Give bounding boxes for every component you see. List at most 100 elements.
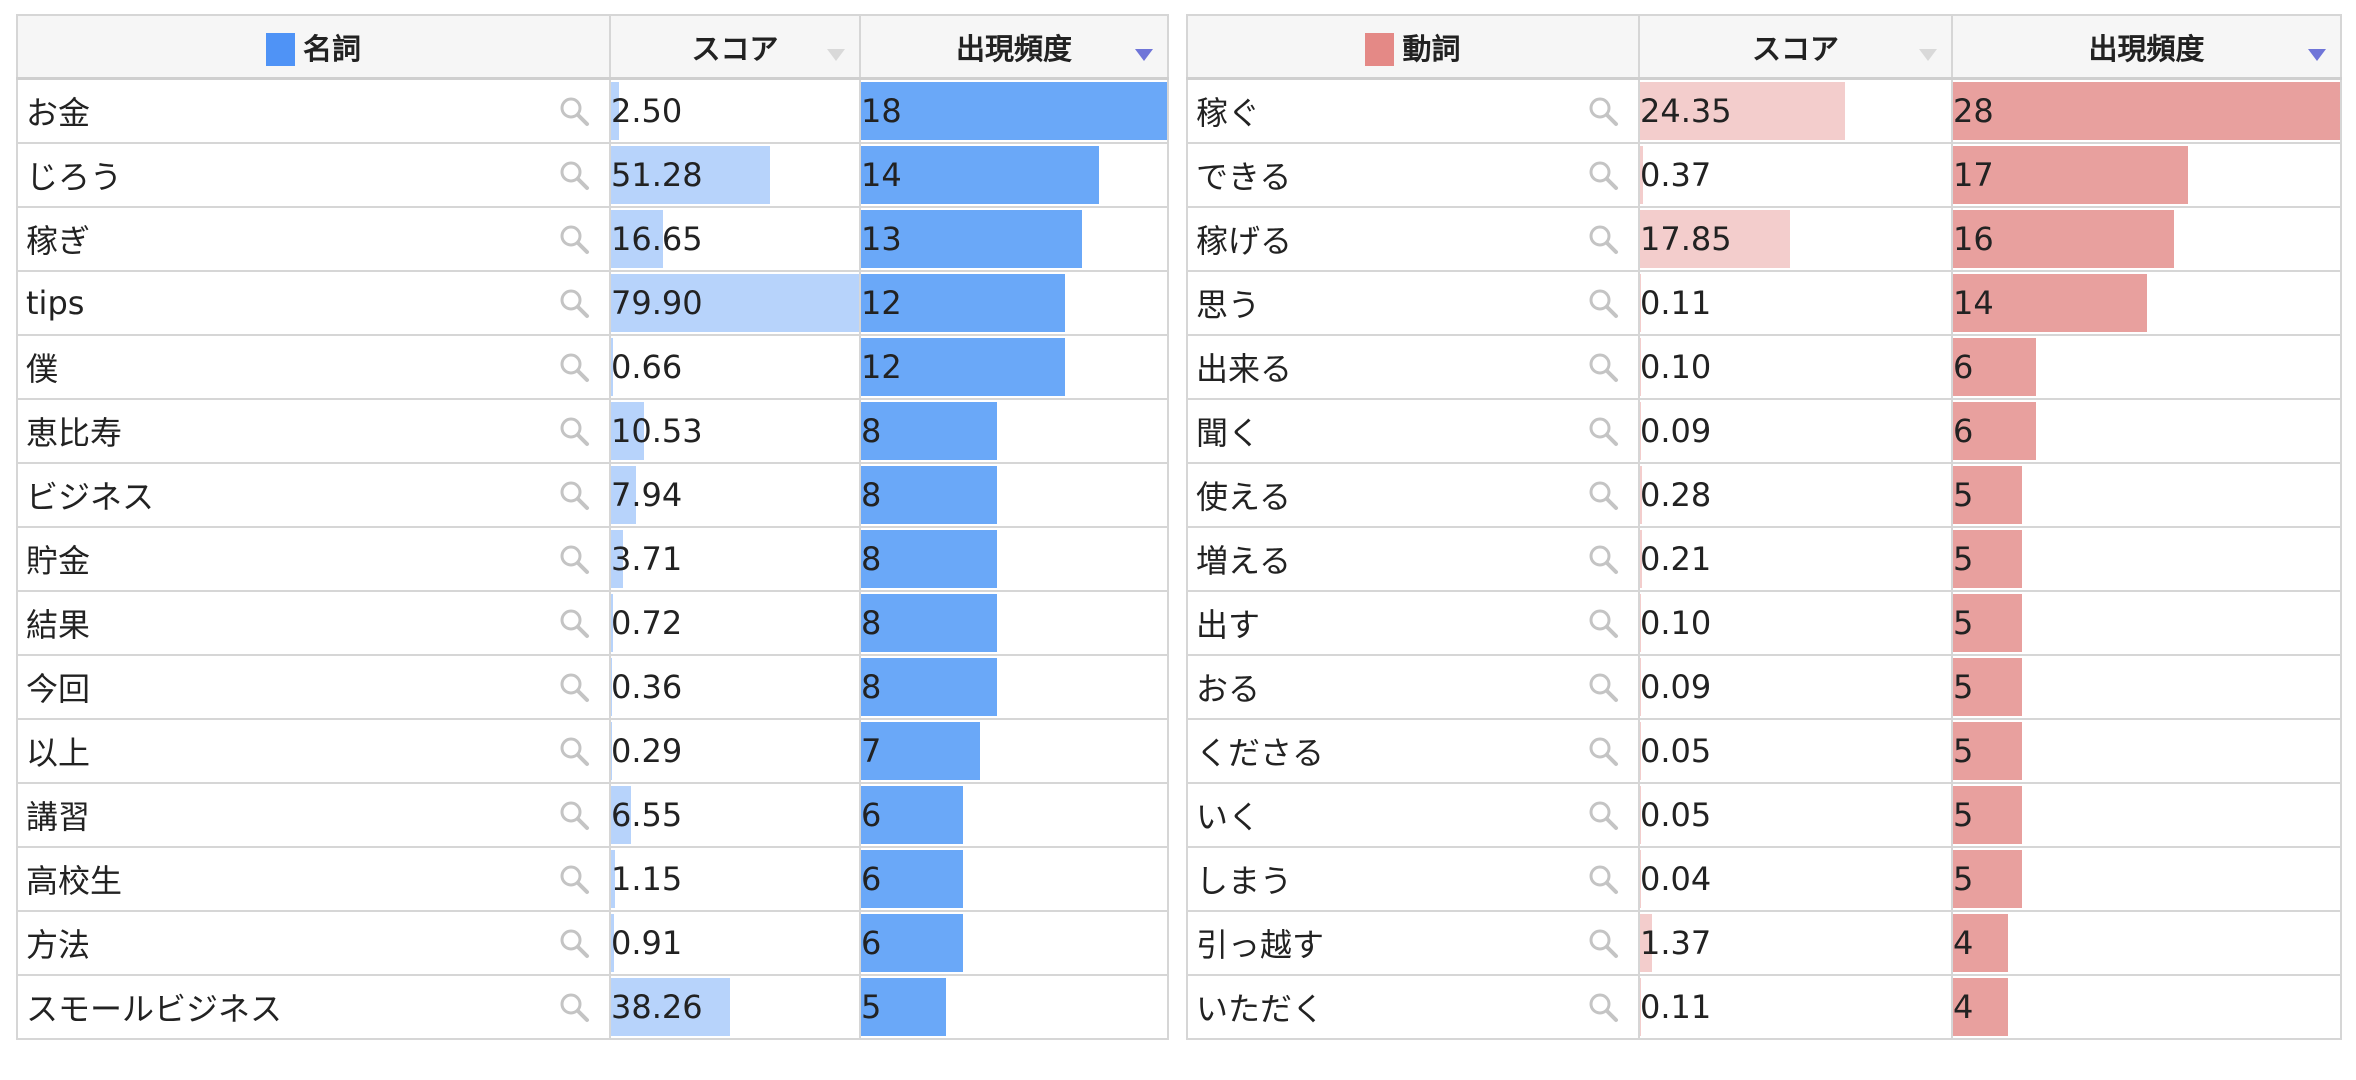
table-row: スモールビジネス 38.26 5 <box>16 974 1169 1040</box>
score-bar <box>1641 978 1642 1036</box>
freq-cell: 8 <box>859 526 1169 592</box>
score-value: 7.94 <box>611 476 683 514</box>
freq-value: 6 <box>1953 348 1974 386</box>
search-icon[interactable] <box>557 862 591 896</box>
score-bar <box>612 850 615 908</box>
freq-cell: 5 <box>1951 462 2342 528</box>
search-icon[interactable] <box>1586 158 1620 192</box>
word-cell: 思う <box>1186 270 1640 336</box>
score-cell: 38.26 <box>609 974 861 1040</box>
freq-bar <box>1954 146 2188 204</box>
search-icon[interactable] <box>557 350 591 384</box>
score-value: 0.21 <box>1640 540 1712 578</box>
score-bar <box>1641 594 1642 652</box>
search-icon[interactable] <box>1586 286 1620 320</box>
search-icon[interactable] <box>557 542 591 576</box>
sort-icon[interactable] <box>1919 49 1937 61</box>
sort-icon[interactable] <box>827 49 845 61</box>
search-icon[interactable] <box>1586 222 1620 256</box>
score-value: 79.90 <box>611 284 703 322</box>
freq-value: 8 <box>861 668 882 706</box>
freq-value: 12 <box>861 348 902 386</box>
freq-value: 5 <box>1953 476 1974 514</box>
score-cell: 16.65 <box>609 206 861 272</box>
freq-cell: 28 <box>1951 77 2342 144</box>
freq-cell: 17 <box>1951 142 2342 208</box>
word-label: 高校生 <box>26 862 123 900</box>
freq-bar <box>862 274 1065 332</box>
word-label: 今回 <box>26 670 91 708</box>
table-row: お金 2.50 18 <box>16 77 1169 144</box>
search-icon[interactable] <box>557 414 591 448</box>
search-icon[interactable] <box>1586 734 1620 768</box>
verb-column-header[interactable]: 動詞 <box>1186 14 1640 80</box>
freq-cell: 5 <box>1951 782 2342 848</box>
freq-bar <box>1954 530 2023 588</box>
search-icon[interactable] <box>1586 350 1620 384</box>
verb-freq-header[interactable]: 出現頻度 <box>1951 14 2342 80</box>
table-row: 思う 0.11 14 <box>1186 270 2342 336</box>
freq-value: 5 <box>1953 540 1974 578</box>
search-icon[interactable] <box>557 286 591 320</box>
search-icon[interactable] <box>1586 94 1620 128</box>
sort-desc-icon[interactable] <box>1135 49 1153 61</box>
freq-bar <box>862 146 1099 204</box>
search-icon[interactable] <box>1586 862 1620 896</box>
search-icon[interactable] <box>1586 478 1620 512</box>
score-value: 2.50 <box>611 92 683 130</box>
search-icon[interactable] <box>557 478 591 512</box>
freq-bar <box>1954 466 2023 524</box>
search-icon[interactable] <box>1586 414 1620 448</box>
search-icon[interactable] <box>557 158 591 192</box>
score-value: 0.11 <box>1640 988 1712 1026</box>
freq-value: 5 <box>1953 796 1974 834</box>
search-icon[interactable] <box>557 926 591 960</box>
score-cell: 0.21 <box>1638 526 1953 592</box>
word-cell: 貯金 <box>16 526 611 592</box>
word-cell: 僕 <box>16 334 611 400</box>
word-cell: 使える <box>1186 462 1640 528</box>
search-icon[interactable] <box>557 990 591 1024</box>
noun-score-header[interactable]: スコア <box>609 14 861 80</box>
score-cell: 0.29 <box>609 718 861 784</box>
search-icon[interactable] <box>1586 926 1620 960</box>
freq-bar <box>862 722 980 780</box>
search-icon[interactable] <box>1586 990 1620 1024</box>
table-row: しまう 0.04 5 <box>1186 846 2342 912</box>
freq-cell: 12 <box>859 270 1169 336</box>
score-value: 0.11 <box>1640 284 1712 322</box>
freq-cell: 8 <box>859 590 1169 656</box>
word-label: 稼げる <box>1196 222 1293 260</box>
search-icon[interactable] <box>557 222 591 256</box>
search-icon[interactable] <box>1586 798 1620 832</box>
score-value: 0.66 <box>611 348 683 386</box>
word-label: しまう <box>1196 862 1293 900</box>
freq-value: 5 <box>1953 668 1974 706</box>
freq-cell: 4 <box>1951 910 2342 976</box>
word-cell: 増える <box>1186 526 1640 592</box>
search-icon[interactable] <box>557 606 591 640</box>
freq-cell: 7 <box>859 718 1169 784</box>
score-cell: 0.37 <box>1638 142 1953 208</box>
search-icon[interactable] <box>1586 606 1620 640</box>
noun-column-header[interactable]: 名詞 <box>16 14 611 80</box>
search-icon[interactable] <box>557 670 591 704</box>
word-cell: 出来る <box>1186 334 1640 400</box>
word-cell: 今回 <box>16 654 611 720</box>
search-icon[interactable] <box>557 798 591 832</box>
score-cell: 7.94 <box>609 462 861 528</box>
freq-bar <box>1954 82 2339 140</box>
search-icon[interactable] <box>1586 670 1620 704</box>
word-label: 講習 <box>26 798 91 836</box>
search-icon[interactable] <box>557 94 591 128</box>
noun-freq-header[interactable]: 出現頻度 <box>859 14 1169 80</box>
verb-title: 動詞 <box>1402 31 1461 66</box>
verb-score-header[interactable]: スコア <box>1638 14 1953 80</box>
table-row: じろう 51.28 14 <box>16 142 1169 208</box>
sort-desc-icon[interactable] <box>2308 49 2326 61</box>
search-icon[interactable] <box>1586 542 1620 576</box>
table-row: おる 0.09 5 <box>1186 654 2342 720</box>
score-value: 0.04 <box>1640 860 1712 898</box>
score-bar <box>1641 658 1642 716</box>
search-icon[interactable] <box>557 734 591 768</box>
